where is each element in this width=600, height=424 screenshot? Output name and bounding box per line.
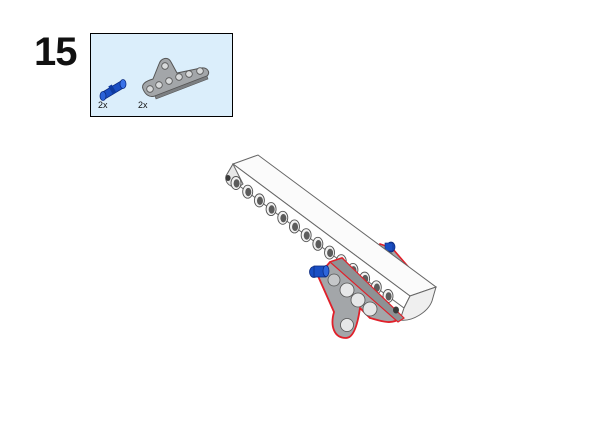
beam-hole-inner [327,248,334,258]
beam-hole-inner [303,231,310,240]
back-blue-pin [384,241,396,253]
gray-triangle-beam-icon [142,57,210,100]
front-triangle-beam [309,256,405,339]
beam-hole-inner [315,240,322,249]
beam-hole-inner [268,205,275,214]
step-number: 15 [34,30,77,74]
front-blue-pin [309,265,330,278]
parts-list-graphics [99,57,210,101]
beam-hole-inner [256,196,263,205]
beam-end-holes [225,175,399,314]
beam-hole-inner [385,292,392,301]
parts-list-callout: 2x 2x [90,33,233,117]
beam-hole-inner [292,222,299,232]
beam-quantity: 2x [138,100,148,110]
beam-hole-inner [233,179,240,188]
beam-hole-inner [245,187,252,197]
pin-quantity: 2x [98,100,108,110]
beam-hole-inner [280,213,287,223]
blue-pin-icon [99,79,127,101]
